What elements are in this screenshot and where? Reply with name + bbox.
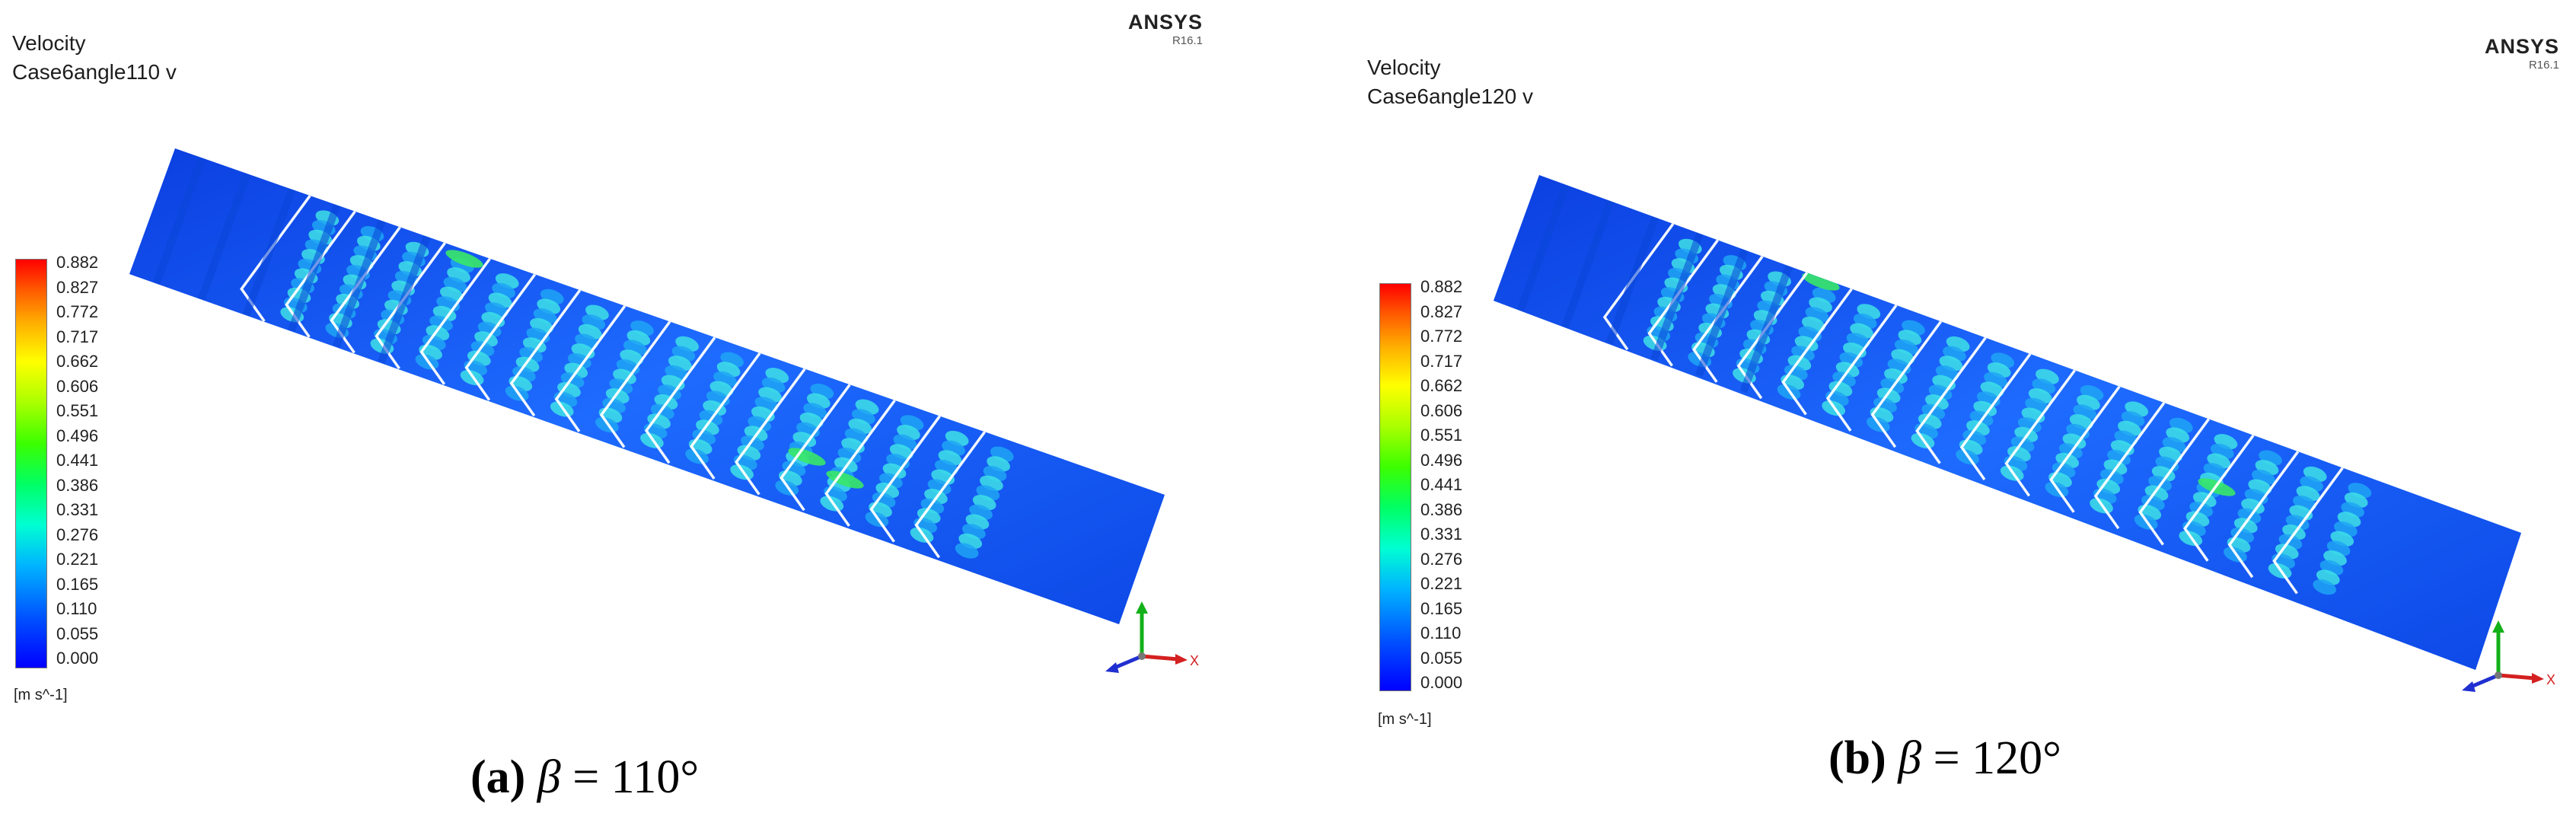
colorbar-tick-label: 0.221: [1420, 574, 1463, 593]
colorbar-tick-label: 0.441: [1420, 475, 1463, 494]
colorbar-tick-label: 0.441: [56, 451, 99, 470]
colorbar-tick-label: 0.496: [1420, 450, 1463, 470]
colorbar-tick-label: 0.717: [56, 327, 99, 346]
velocity-title: Velocity: [1367, 56, 1441, 79]
caption-angle: = 120°: [1933, 732, 2061, 784]
caption-tag: (b): [1828, 732, 1886, 784]
velocity-title: Velocity: [12, 31, 86, 55]
colorbar-tick-label: 0.165: [1420, 598, 1463, 618]
colorbar-tick-label: 0.606: [1420, 400, 1463, 420]
colorbar-tick-label: 0.717: [1420, 351, 1463, 371]
colorbar-tick-label: 0.551: [56, 401, 99, 420]
colorbar-tick-label: 0.000: [56, 649, 99, 668]
colorbar-tick-label: 0.221: [56, 550, 99, 569]
plate-contour: [129, 148, 1165, 624]
colorbar-unit: [m s^-1]: [1378, 711, 1432, 728]
caption-tag: (a): [470, 751, 526, 803]
colorbar-tick-label: 0.276: [1420, 549, 1463, 569]
colorbar-tick-label: 0.055: [56, 623, 99, 643]
colorbar-tick-label: 0.772: [1420, 327, 1463, 346]
ansys-version: R16.1: [2528, 59, 2559, 72]
colorbar-tick-label: 0.827: [1420, 301, 1463, 321]
colorbar-tick-label: 0.606: [56, 376, 99, 396]
plate-contour: [1494, 175, 2521, 670]
colorbar: [15, 259, 47, 668]
axis-triad-icon: [2462, 620, 2544, 692]
axis-x-label: X: [1190, 653, 1200, 668]
ansys-logo: ANSYS: [1127, 11, 1203, 33]
case-subtitle: Case6angle110 v: [12, 60, 177, 84]
case-subtitle: Case6angle120 v: [1367, 84, 1533, 108]
colorbar-tick-label: 0.386: [1420, 499, 1463, 519]
colorbar-tick-label: 0.000: [1420, 673, 1463, 692]
caption-angle: = 110°: [572, 751, 700, 803]
colorbar-tick-label: 0.496: [56, 426, 99, 445]
caption-beta: β: [537, 751, 561, 803]
colorbar-tick-label: 0.386: [56, 475, 99, 495]
colorbar-unit: [m s^-1]: [14, 687, 68, 703]
colorbar-tick-label: 0.331: [56, 500, 99, 519]
caption-beta: β: [1898, 732, 1922, 784]
colorbar-tick-label: 0.055: [1420, 648, 1463, 668]
axis-x-label: X: [2546, 672, 2556, 687]
colorbar-tick-label: 0.551: [1420, 426, 1463, 445]
colorbar-tick-label: 0.276: [56, 525, 99, 544]
figure-caption-a: (a) β = 110°: [470, 750, 699, 805]
colorbar-tick-label: 0.772: [56, 302, 99, 321]
colorbar-tick-label: 0.827: [56, 277, 99, 297]
contour-panel-a: Velocity Case6angle110 v ANSYS R16.1 0.8…: [12, 11, 1203, 805]
colorbar-tick-label: 0.165: [56, 574, 99, 594]
axis-triad-icon: [1105, 601, 1188, 673]
colorbar-tick-label: 0.331: [1420, 525, 1463, 544]
colorbar-tick-label: 0.662: [56, 352, 99, 371]
ansys-version: R16.1: [1172, 34, 1203, 47]
colorbar-tick-label: 0.882: [1420, 277, 1463, 296]
figure-caption-b: (b) β = 120°: [1828, 731, 2061, 786]
colorbar-tick-label: 0.110: [1420, 623, 1462, 642]
ansys-logo: ANSYS: [2484, 35, 2559, 58]
colorbar-tick-label: 0.882: [56, 253, 99, 272]
colorbar-tick-label: 0.662: [1420, 376, 1463, 395]
colorbar-tick-label: 0.110: [56, 599, 97, 618]
contour-panel-b: Velocity Case6angle120 v ANSYS R16.1 0.8…: [1288, 0, 2576, 829]
colorbar: [1379, 283, 1411, 691]
